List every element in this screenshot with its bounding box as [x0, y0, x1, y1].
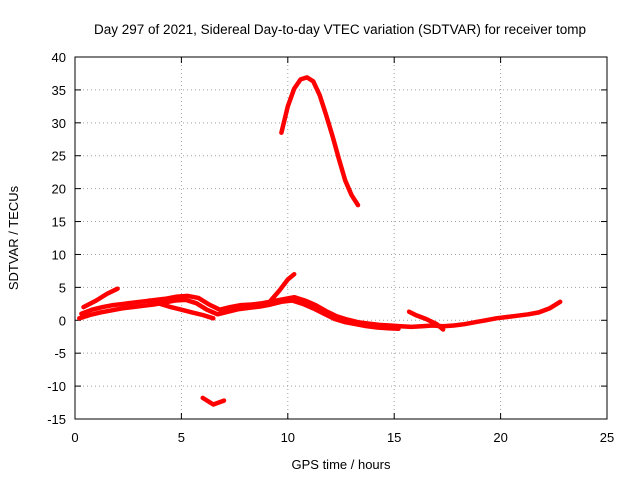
series-line-segment-7 [200, 395, 227, 407]
grid [75, 57, 607, 419]
y-tick-label: 20 [52, 182, 66, 197]
y-tick-label: 5 [59, 280, 66, 295]
y-tick-label: 0 [59, 313, 66, 328]
x-tick-label: 20 [493, 430, 507, 445]
series-line-segment-2 [77, 297, 401, 332]
tick-labels: 0 5 10 15 20 25 -15 -10 -5 0 5 10 15 20 25 30 35 40 [47, 50, 614, 445]
x-tick-label: 0 [71, 430, 78, 445]
y-tick-label: -5 [54, 346, 66, 361]
y-tick-label: 35 [52, 83, 66, 98]
x-tick-label: 15 [387, 430, 401, 445]
series-line-segment-1 [79, 293, 563, 330]
series-line-segment-6 [279, 75, 361, 208]
x-tick-label: 25 [600, 430, 614, 445]
y-tick-label: 15 [52, 215, 66, 230]
series-line-segment-4 [147, 298, 216, 321]
y-tick-label: 10 [52, 247, 66, 262]
series-group [77, 75, 563, 407]
y-tick-label: 40 [52, 50, 66, 65]
y-tick-label: 25 [52, 149, 66, 164]
y-axis-label: SDTVAR / TECUs [6, 185, 21, 290]
x-tick-label: 5 [178, 430, 185, 445]
x-tick-label: 10 [281, 430, 295, 445]
plot-frame [74, 56, 608, 420]
series-line-segment-5 [268, 271, 297, 303]
y-tick-label: -10 [47, 379, 66, 394]
x-axis-label: GPS time / hours [292, 457, 391, 472]
chart-title: Day 297 of 2021, Sidereal Day-to-day VTE… [94, 22, 586, 37]
y-tick-label: -15 [47, 412, 66, 427]
ticks [74, 56, 608, 420]
series-line-segment-3 [81, 286, 120, 310]
series-line-segment-8 [406, 309, 446, 332]
y-tick-label: 30 [52, 116, 66, 131]
